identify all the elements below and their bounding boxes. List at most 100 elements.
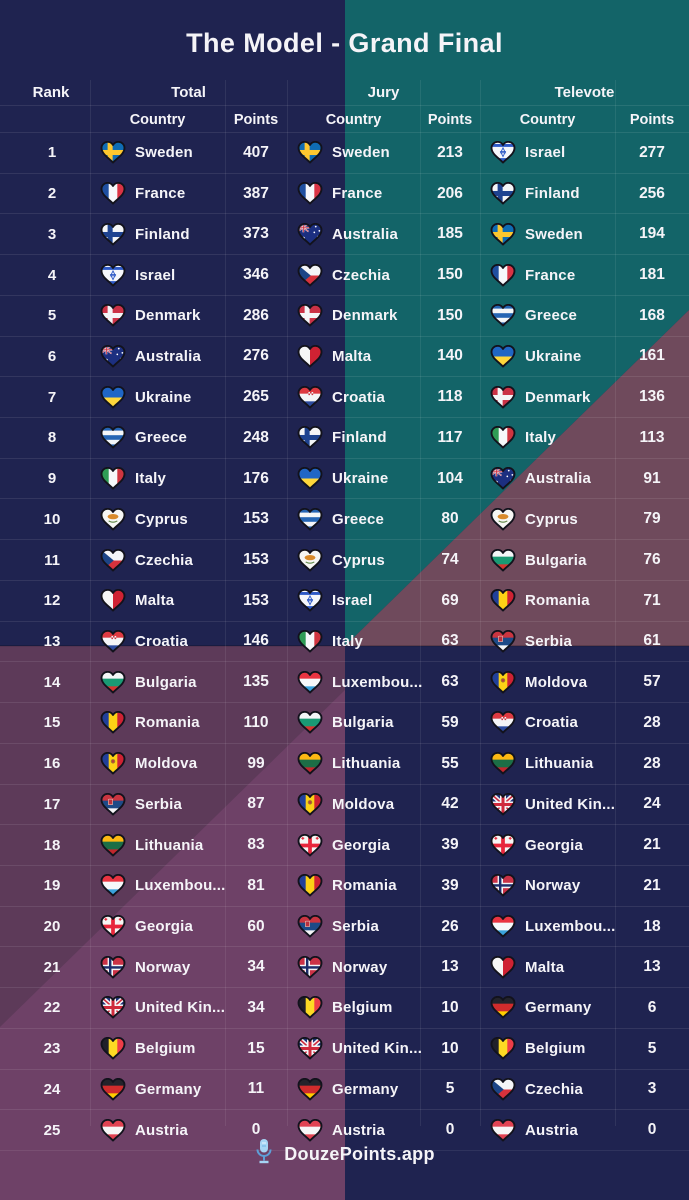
rank-cell: 15 xyxy=(43,714,61,732)
united-kingdom-heart-flag-icon xyxy=(297,1037,323,1060)
jury-points-cell: 140 xyxy=(437,347,463,365)
jury-points-cell: 206 xyxy=(437,184,463,202)
televote-country-cell: Luxembou... xyxy=(480,915,615,938)
jury-country-cell: Italy xyxy=(287,629,420,653)
total-points-cell: 11 xyxy=(247,1080,265,1098)
jury-country-cell: Malta xyxy=(287,344,420,368)
televote-points-cell: 194 xyxy=(639,225,665,243)
jury-points-cell: 63 xyxy=(441,632,459,650)
jury-country-cell: Serbia xyxy=(287,915,420,938)
country-label: Belgium xyxy=(525,1040,586,1058)
country-label: Greece xyxy=(525,307,578,325)
country-label: Romania xyxy=(135,714,200,732)
country-label: Denmark xyxy=(135,307,201,325)
total-country-cell: Bulgaria xyxy=(90,670,225,694)
televote-points-cell: 18 xyxy=(643,917,661,935)
total-country-cell: Greece xyxy=(90,426,225,449)
total-points-cell: 346 xyxy=(243,266,269,284)
televote-country-cell: Finland xyxy=(480,182,615,205)
country-label: Austria xyxy=(332,1121,386,1139)
jury-points-cell: 63 xyxy=(441,673,459,691)
rank-cell: 23 xyxy=(43,1040,61,1058)
country-label: Malta xyxy=(525,958,565,976)
serbia-heart-flag-icon xyxy=(100,792,126,816)
televote-country-cell: Lithuania xyxy=(480,752,615,775)
australia-heart-flag-icon xyxy=(490,467,516,490)
televote-country-cell: Austria xyxy=(480,1118,615,1142)
televote-country-cell: France xyxy=(480,263,615,287)
rank-cell: 2 xyxy=(47,185,57,203)
header-televote-points: Points xyxy=(629,111,675,128)
cyprus-heart-flag-icon xyxy=(490,507,516,531)
table-row: 2 France 387 France 206 Finland 256 xyxy=(0,172,689,214)
luxembourg-heart-flag-icon xyxy=(100,874,126,897)
country-label: Ukraine xyxy=(525,347,582,365)
malta-heart-flag-icon xyxy=(297,344,323,368)
footer-brand-link[interactable]: DouzePoints.app xyxy=(0,1138,689,1170)
total-country-cell: Malta xyxy=(90,589,225,612)
united-kingdom-heart-flag-icon xyxy=(100,996,126,1019)
country-label: Bulgaria xyxy=(332,714,394,732)
country-label: Israel xyxy=(332,592,373,610)
televote-points-cell: 79 xyxy=(643,510,661,528)
country-label: Norway xyxy=(525,877,581,895)
denmark-heart-flag-icon xyxy=(490,385,516,409)
table-row: 11 Czechia 153 Cyprus 74 Bulgaria 76 xyxy=(0,539,689,580)
country-label: Luxembou... xyxy=(525,918,616,936)
brand-label: DouzePoints.app xyxy=(284,1143,435,1164)
country-label: Croatia xyxy=(332,388,386,406)
total-points-cell: 15 xyxy=(247,1039,265,1057)
country-label: Moldova xyxy=(332,795,395,813)
televote-country-cell: Germany xyxy=(480,996,615,1019)
country-label: Israel xyxy=(135,266,176,284)
table-row: 13 Croatia 146 Italy 63 Serbia 61 xyxy=(0,620,689,662)
televote-country-cell: Greece xyxy=(480,304,615,327)
country-label: Sweden xyxy=(135,144,193,162)
column-divider xyxy=(225,80,226,1126)
united-kingdom-heart-flag-icon xyxy=(490,792,516,816)
jury-points-cell: 39 xyxy=(441,876,459,894)
televote-country-cell: Cyprus xyxy=(480,507,615,531)
greece-heart-flag-icon xyxy=(297,507,323,531)
rank-cell: 18 xyxy=(43,836,61,854)
rank-cell: 8 xyxy=(47,429,57,447)
jury-country-cell: Belgium xyxy=(287,996,420,1019)
rank-cell: 14 xyxy=(43,673,61,691)
romania-heart-flag-icon xyxy=(297,874,323,897)
rank-cell: 22 xyxy=(43,999,61,1017)
bulgaria-heart-flag-icon xyxy=(490,548,516,572)
jury-points-cell: 13 xyxy=(441,958,459,976)
table-row: 15 Romania 110 Bulgaria 59 Croatia 28 xyxy=(0,702,689,743)
total-country-cell: Luxembou... xyxy=(90,874,225,897)
norway-heart-flag-icon xyxy=(297,955,323,979)
country-label: Georgia xyxy=(525,836,584,854)
moldova-heart-flag-icon xyxy=(100,752,126,775)
televote-country-cell: Serbia xyxy=(480,629,615,653)
australia-heart-flag-icon xyxy=(297,222,323,246)
israel-heart-flag-icon xyxy=(100,263,126,287)
televote-points-cell: 181 xyxy=(639,266,665,284)
jury-country-cell: Finland xyxy=(287,426,420,449)
greece-heart-flag-icon xyxy=(490,304,516,327)
australia-heart-flag-icon xyxy=(100,344,126,368)
norway-heart-flag-icon xyxy=(490,874,516,897)
country-label: Moldova xyxy=(525,673,588,691)
total-country-cell: Sweden xyxy=(90,141,225,164)
total-country-cell: Croatia xyxy=(90,629,225,653)
total-country-cell: Belgium xyxy=(90,1037,225,1060)
total-country-cell: Norway xyxy=(90,955,225,979)
total-country-cell: Israel xyxy=(90,263,225,287)
table-row: 14 Bulgaria 135 Luxembou... 63 Moldova 57 xyxy=(0,661,689,702)
total-points-cell: 373 xyxy=(243,225,269,243)
country-label: Austria xyxy=(135,1121,189,1139)
rank-cell: 7 xyxy=(47,388,57,406)
header-televote: Televote xyxy=(554,84,615,101)
belgium-heart-flag-icon xyxy=(297,996,323,1019)
romania-heart-flag-icon xyxy=(490,589,516,612)
rank-cell: 9 xyxy=(47,470,57,488)
country-label: Sweden xyxy=(332,144,390,162)
country-label: Greece xyxy=(332,510,385,528)
table-row: 7 Ukraine 265 Croatia 118 Denmark 136 xyxy=(0,376,689,417)
rank-cell: 25 xyxy=(43,1121,61,1139)
